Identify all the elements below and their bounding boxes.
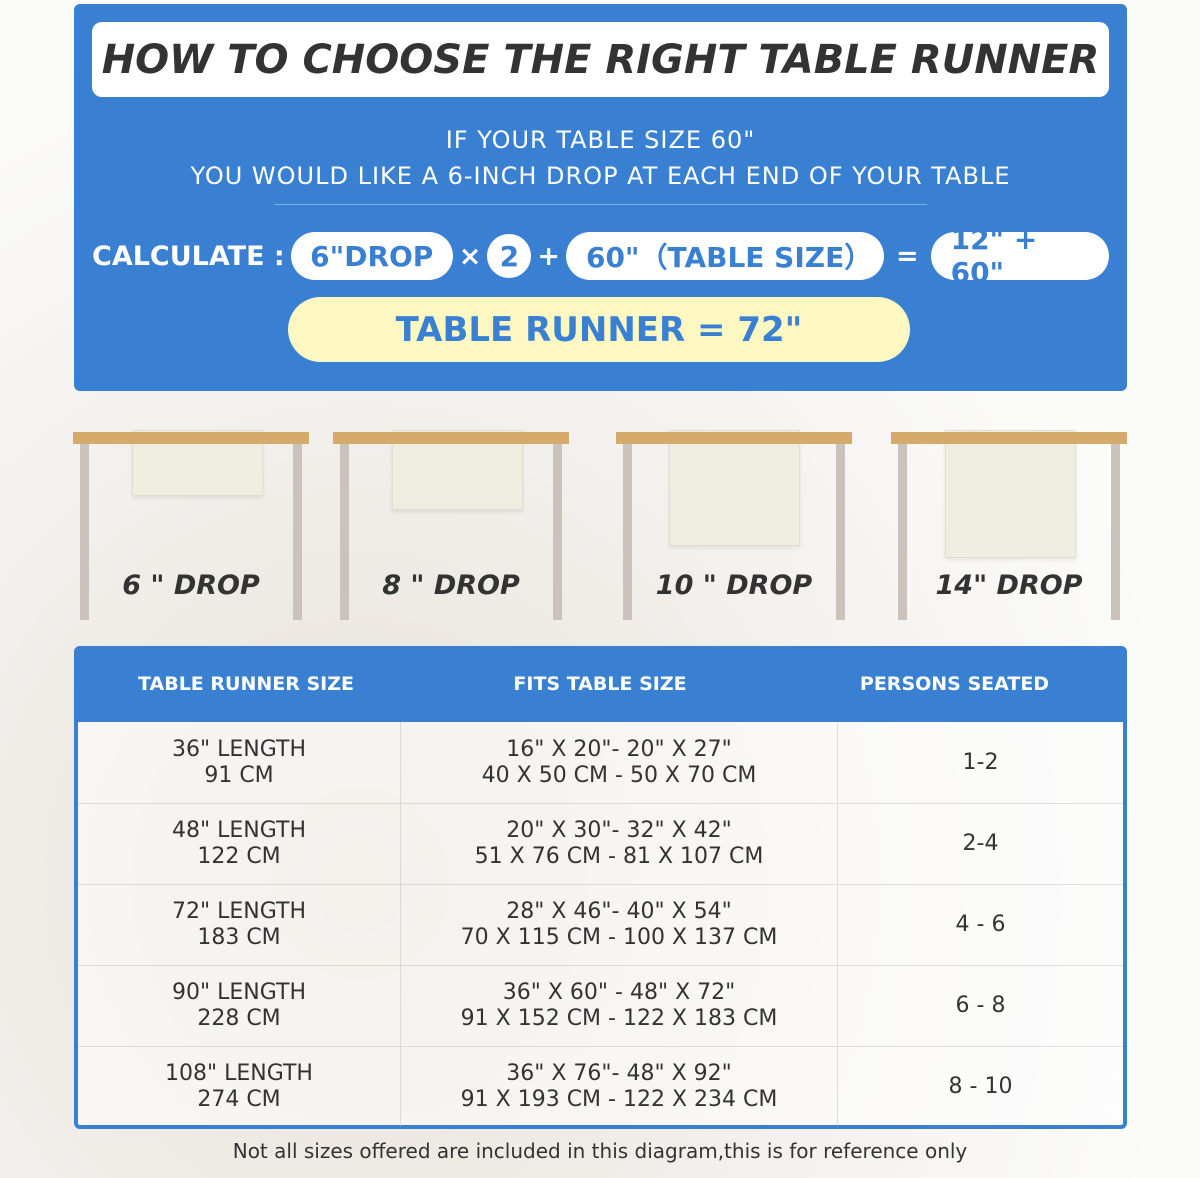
table-row: 72" LENGTH 183 CM 28" X 46"- 40" X 54" 70 … [78, 884, 1123, 965]
calculation-panel: HOW TO CHOOSE THE RIGHT TABLE RUNNER IF … [74, 4, 1127, 391]
equals-sign: = [895, 240, 919, 272]
fits-cm: 40 X 50 CM - 50 X 70 CM [481, 762, 757, 788]
persons-seated: 4 - 6 [955, 912, 1006, 937]
header-persons-seated: PERSONS SEATED [859, 673, 1050, 695]
drop-label: 14" DROP [935, 570, 1083, 601]
drop-label: 10 " DROP [655, 570, 813, 601]
runner-cm: 274 CM [197, 1087, 281, 1112]
tabletop-illustration [73, 432, 309, 444]
reference-note: Not all sizes offered are included in th… [232, 1139, 968, 1163]
fits-inches: 36" X 60" - 48" X 72" [502, 980, 736, 1005]
runner-length: 36" LENGTH [172, 736, 306, 762]
drop-diagram-10: 10 " DROP [616, 428, 852, 623]
tabletop-illustration [333, 432, 569, 444]
drop-pill: 6"DROP [290, 232, 453, 280]
header-runner-size: TABLE RUNNER SIZE [138, 673, 354, 695]
table-leg [1111, 444, 1120, 620]
divider [274, 204, 927, 205]
table-leg [340, 444, 349, 620]
runner-illustration [945, 430, 1076, 558]
persons-seated: 1-2 [962, 749, 999, 775]
drop-label: 6 " DROP [122, 570, 260, 601]
size-table: TABLE RUNNER SIZE FITS TABLE SIZE PERSON… [74, 646, 1127, 1129]
page-title: HOW TO CHOOSE THE RIGHT TABLE RUNNER [92, 22, 1109, 97]
result-pill: TABLE RUNNER = 72" [288, 297, 910, 362]
runner-cm: 228 CM [197, 1006, 281, 1031]
runner-cm: 183 CM [197, 925, 281, 950]
drop-diagram-6: 6 " DROP [73, 428, 309, 623]
table-row: 36" LENGTH 91 CM 16" X 20"- 20" X 27" 40 X… [78, 722, 1123, 803]
table-leg [553, 444, 562, 620]
table-leg [623, 444, 632, 620]
fits-inches: 28" X 46"- 40" X 54" [506, 899, 732, 924]
runner-illustration [669, 430, 800, 546]
table-size-pill: 60"（TABLE SIZE） [565, 232, 884, 280]
fits-inches: 16" X 20"- 20" X 27" [506, 736, 732, 762]
multiplier-pill: 2 [487, 234, 532, 278]
persons-seated: 8 - 10 [948, 1074, 1013, 1099]
table-header: TABLE RUNNER SIZE FITS TABLE SIZE PERSON… [74, 646, 1127, 722]
runner-cm: 91 CM [204, 762, 274, 788]
drop-diagram-8: 8 " DROP [333, 428, 569, 623]
runner-length: 72" LENGTH [172, 899, 306, 924]
persons-seated: 6 - 8 [955, 993, 1006, 1018]
calculate-label: CALCULATE : [92, 240, 285, 272]
runner-length: 48" LENGTH [172, 818, 306, 843]
intro-line-1: IF YOUR TABLE SIZE 60" [445, 126, 756, 154]
times-sign: × [458, 240, 482, 272]
fits-cm: 70 X 115 CM - 100 X 137 CM [460, 925, 778, 950]
table-row: 48" LENGTH 122 CM 20" X 30"- 32" X 42" 51 … [78, 803, 1123, 884]
fits-inches: 36" X 76"- 48" X 92" [506, 1061, 732, 1086]
fits-cm: 91 X 193 CM - 122 X 234 CM [460, 1087, 778, 1112]
fits-inches: 20" X 30"- 32" X 42" [506, 818, 732, 843]
fits-cm: 91 X 152 CM - 122 X 183 CM [460, 1006, 778, 1031]
calculation-formula: CALCULATE : 6"DROP × 2 + 60"（TABLE SIZE）… [92, 223, 1109, 289]
table-leg [836, 444, 845, 620]
fits-cm: 51 X 76 CM - 81 X 107 CM [474, 844, 764, 869]
table-leg [293, 444, 302, 620]
drop-diagram-14: 14" DROP [891, 428, 1127, 623]
header-fits-table-size: FITS TABLE SIZE [513, 673, 687, 695]
drop-label: 8 " DROP [382, 570, 520, 601]
plus-sign: + [537, 240, 560, 272]
sum-pill: 12" + 60" [930, 223, 1109, 289]
intro-line-2: YOU WOULD LIKE A 6-INCH DROP AT EACH END… [190, 162, 1011, 190]
tabletop-illustration [616, 432, 852, 444]
table-leg [898, 444, 907, 620]
table-row: 108" LENGTH 274 CM 36" X 76"- 48" X 92" 91… [78, 1046, 1123, 1127]
table-row: 90" LENGTH 228 CM 36" X 60" - 48" X 72" 91… [78, 965, 1123, 1046]
runner-length: 90" LENGTH [172, 980, 306, 1005]
persons-seated: 2-4 [962, 831, 999, 856]
table-leg [80, 444, 89, 620]
runner-cm: 122 CM [197, 844, 281, 869]
tabletop-illustration [891, 432, 1127, 444]
runner-length: 108" LENGTH [165, 1061, 313, 1086]
